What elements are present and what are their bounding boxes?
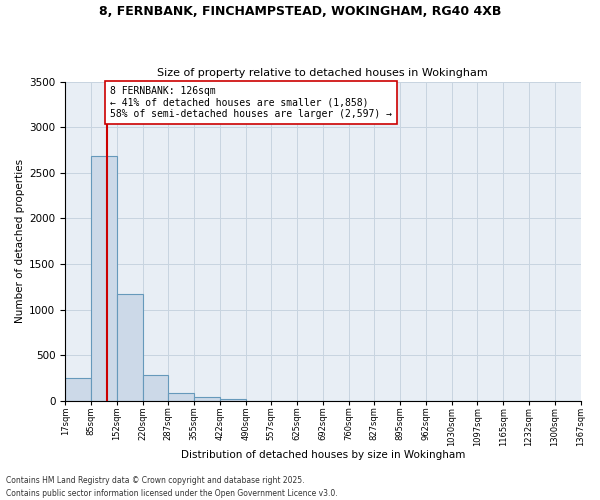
Bar [168,393,194,401]
Y-axis label: Number of detached properties: Number of detached properties [15,159,25,324]
X-axis label: Distribution of detached houses by size in Wokingham: Distribution of detached houses by size … [181,450,465,460]
Bar [65,378,91,401]
Text: Contains HM Land Registry data © Crown copyright and database right 2025.
Contai: Contains HM Land Registry data © Crown c… [6,476,338,498]
Bar [143,374,168,401]
Title: Size of property relative to detached houses in Wokingham: Size of property relative to detached ho… [157,68,488,78]
Text: 8 FERNBANK: 126sqm
← 41% of detached houses are smaller (1,858)
58% of semi-deta: 8 FERNBANK: 126sqm ← 41% of detached hou… [110,86,392,120]
Bar [116,294,143,401]
Bar [220,399,246,401]
Bar [194,397,220,401]
Bar [91,156,116,401]
Text: 8, FERNBANK, FINCHAMPSTEAD, WOKINGHAM, RG40 4XB: 8, FERNBANK, FINCHAMPSTEAD, WOKINGHAM, R… [99,5,501,18]
